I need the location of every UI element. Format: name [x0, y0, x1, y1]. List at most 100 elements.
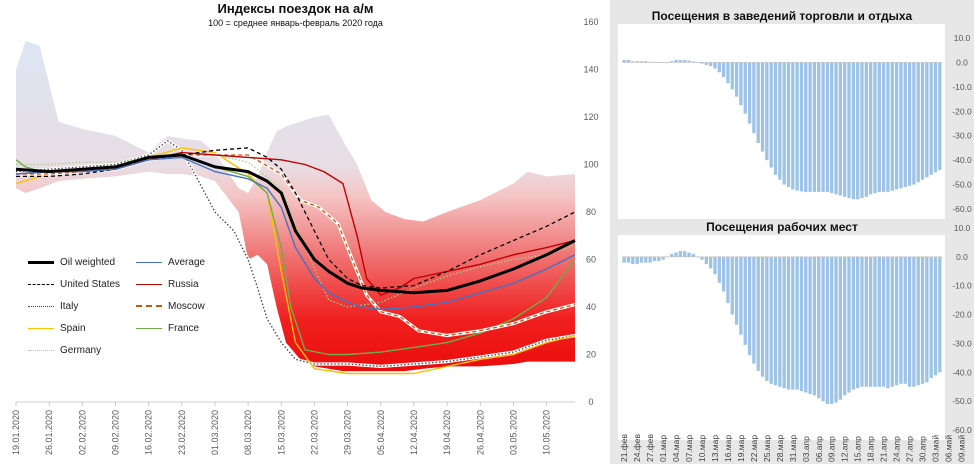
- bar-chart-1-bar: [929, 62, 933, 175]
- bar-chart-2-bar: [644, 256, 648, 263]
- bar-chart-2-x-tick: 09.май: [956, 435, 966, 462]
- bar-chart-2-y-tick: 0.0: [956, 252, 968, 262]
- bar-chart-1-bar: [808, 62, 812, 192]
- legend-label: Oil weighted: [60, 256, 116, 268]
- x-tick-label: 26.04.2020: [475, 410, 485, 455]
- bar-chart-2-bar: [903, 256, 907, 384]
- bar-chart-2-bar: [622, 256, 626, 263]
- series-line-average: [15, 156, 576, 311]
- bar-chart-1-bar: [687, 60, 691, 63]
- bar-chart-2-bar: [929, 256, 933, 379]
- bar-chart-2-bar: [631, 256, 635, 265]
- y-tick-label: 140: [583, 65, 598, 75]
- bar-chart-1-bar: [708, 62, 713, 67]
- bar-chart-1-bar: [791, 62, 795, 190]
- bar-chart-2-bar: [747, 256, 752, 355]
- legend-label: Average: [168, 256, 206, 268]
- legend-item: France: [136, 321, 199, 335]
- bar-chart-2-bar: [687, 252, 691, 257]
- bar-chart-2-bar: [786, 256, 791, 390]
- bar-chart-2-x-tick: 01.мар: [658, 435, 668, 462]
- bar-chart-1-bar: [890, 62, 894, 191]
- bar-chart-1-bar: [734, 62, 739, 97]
- legend-item: Italy: [28, 299, 78, 313]
- bar-chart-2-bar: [830, 256, 834, 405]
- bar-chart-1-bar: [713, 62, 717, 69]
- bar-chart-1-bar: [717, 62, 721, 73]
- bar-chart-1-bar: [678, 59, 683, 63]
- y-tick-label: 0: [588, 397, 593, 407]
- x-tick-label: 23.02.2020: [177, 410, 187, 455]
- bar-chart-1-bar: [769, 62, 773, 168]
- bar-chart-2-bar: [843, 256, 847, 396]
- bar-chart-1-bar: [834, 62, 838, 195]
- x-tick-label: 01.03.2020: [210, 410, 220, 455]
- bar-chart-1-bar: [760, 62, 765, 152]
- bar-chart-2-bar: [704, 256, 708, 265]
- y-tick-label: 20: [586, 350, 596, 360]
- bar-chart-1-bar: [825, 62, 830, 192]
- bar-chart-1-bar: [868, 62, 873, 195]
- bar-chart-2-x-tick: 22.мар: [749, 435, 759, 462]
- legend-item: United States: [28, 277, 120, 291]
- x-tick-label: 22.03.2020: [309, 410, 319, 455]
- bar-chart-1-bar: [886, 62, 890, 192]
- x-tick-label: 12.04.2020: [409, 410, 419, 455]
- bar-chart-2-x-tick: 24.апр: [892, 436, 902, 462]
- bar-chart-1-bar: [644, 61, 648, 63]
- bar-chart-1-bar: [912, 62, 916, 185]
- bar-chart-2-bar: [856, 256, 860, 389]
- bar-chart-1-y-tick: -60.0: [952, 204, 972, 214]
- bar-chart-2-x-tick: 21.фев: [619, 433, 629, 462]
- bar-chart-1-bar: [873, 62, 877, 194]
- bar-chart-1-bar: [877, 62, 881, 192]
- series-line-moscow: [16, 154, 576, 337]
- bar-chart-2-y-tick: -30.0: [952, 338, 972, 348]
- bar-chart-1-bar: [773, 62, 778, 175]
- x-tick-label: 10.05.2020: [542, 410, 552, 455]
- bar-chart-2-y-tick: -40.0: [952, 367, 972, 377]
- bar-chart-2-bar: [847, 256, 851, 393]
- bar-chart-2-bar: [765, 256, 769, 381]
- x-tick-label: 29.03.2020: [343, 410, 353, 455]
- bar-chart-1-bar: [795, 62, 799, 191]
- bar-chart-1-bar: [925, 62, 929, 178]
- bar-chart-2-y-tick: 10.0: [954, 223, 971, 233]
- bar-chart-2-bar: [726, 256, 730, 304]
- y-tick-label: 80: [586, 207, 596, 217]
- bar-chart-2-bar: [834, 256, 838, 403]
- bar-chart-1-bar: [670, 61, 674, 63]
- bar-chart-2-x-tick: 24.фев: [632, 433, 642, 462]
- legend-label: United States: [60, 278, 121, 290]
- bar-chart-2-x-tick: 31.мар: [788, 435, 798, 462]
- bar-chart-1-bar: [635, 61, 639, 63]
- bar-chart-2-bar: [743, 256, 747, 345]
- bar-chart-1-bar: [700, 62, 704, 64]
- bar-chart-2-x-tick: 25.мар: [762, 435, 772, 462]
- legend-label: Germany: [60, 344, 102, 356]
- bar-chart-2-bar: [920, 256, 925, 384]
- bar-chart-1-bar: [743, 62, 747, 114]
- bar-chart-1-bar: [639, 61, 644, 63]
- bar-chart-1-bar: [626, 59, 631, 63]
- bar-chart-1-y-tick: -50.0: [952, 180, 972, 190]
- y-tick-label: 120: [583, 112, 598, 122]
- bar-chart-1-bar: [721, 62, 726, 78]
- x-tick-label: 19.01.2020: [11, 410, 21, 455]
- x-tick-label: 09.02.2020: [110, 410, 120, 455]
- bar-chart-1-bar: [756, 62, 760, 144]
- bar-chart-1-bar: [726, 62, 730, 84]
- series-line-oil-weighted: [15, 153, 576, 295]
- bar-chart-2-y-tick: -60.0: [952, 425, 972, 435]
- bar-chart-2-bar: [670, 253, 674, 257]
- bar-chart-2-bar: [639, 256, 644, 263]
- bar-chart-1-y-tick: -30.0: [952, 131, 972, 141]
- bar-chart-1-y-tick: 0.0: [956, 57, 968, 67]
- bar-chart-2-x-tick: 12.апр: [840, 436, 850, 462]
- bar-chart-2-x-tick: 18.апр: [866, 436, 876, 462]
- bar-chart-2-bar: [860, 256, 864, 387]
- bar-chart-2-bar: [804, 256, 808, 393]
- bar-chart-1-bar: [683, 59, 687, 63]
- bar-chart-1-bar: [765, 62, 769, 161]
- bar-chart-2-x-tick: 06.апр: [814, 436, 824, 462]
